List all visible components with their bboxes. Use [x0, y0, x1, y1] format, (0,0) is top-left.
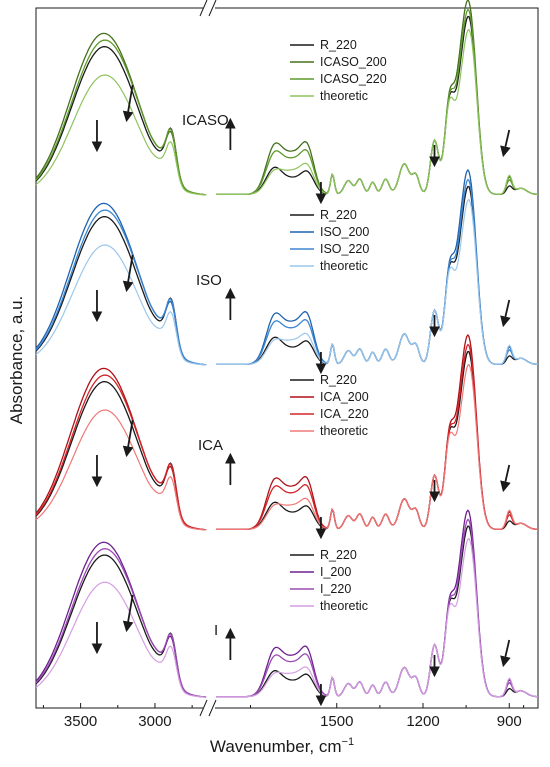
- series-line-ica-theoretic-oh-region: [35, 409, 207, 531]
- legend-label-i-theoretic: theoretic: [320, 599, 368, 613]
- x-tick-label-1200: 1200: [406, 713, 439, 730]
- panel-label-ica: ICA: [198, 437, 223, 454]
- axis-break-top: [199, 0, 217, 17]
- legend-label-icaso-icaso_220: ICASO_220: [320, 72, 387, 86]
- x-axis-title: Wavenumber, cm−1: [210, 736, 354, 756]
- annotation-arrow-ica-4: [500, 464, 511, 493]
- annotation-arrow-icaso-1: [122, 84, 134, 123]
- series-line-i-theoretic-oh-region: [35, 581, 207, 698]
- series-line-ica-ica_220-fingerprint: [216, 343, 538, 531]
- panel-label-i: I: [214, 622, 218, 639]
- annotation-arrow-ica-1: [122, 419, 134, 458]
- legend-label-ica-r_220: R_220: [320, 373, 357, 387]
- x-tick-label-3500: 3500: [64, 713, 97, 730]
- series-line-i-i_200-fingerprint: [216, 509, 538, 698]
- legend-label-i-i_200: I_200: [320, 565, 351, 579]
- annotation-arrow-i-4: [500, 639, 511, 668]
- annotation-arrows: [91, 84, 511, 707]
- series-line-iso-iso_220-oh-region: [35, 209, 207, 366]
- series-line-icaso-theoretic-oh-region: [35, 74, 207, 196]
- annotation-arrow-i-1: [122, 594, 134, 633]
- series-line-iso-r_220-oh-region: [35, 216, 207, 366]
- spectra-curves: [35, 0, 538, 698]
- x-tick-label-900: 900: [497, 713, 522, 730]
- series-line-ica-ica_220-oh-region: [35, 374, 207, 531]
- series-line-icaso-icaso_200-fingerprint: [216, 0, 538, 196]
- series-line-iso-theoretic-fingerprint: [216, 198, 538, 365]
- legend-label-ica-ica_200: ICA_200: [320, 390, 369, 404]
- legend-label-iso-r_220: R_220: [320, 208, 357, 222]
- annotation-arrow-iso-4: [500, 299, 511, 328]
- legend-label-ica-ica_220: ICA_220: [320, 407, 369, 421]
- plot-frame: [35, 7, 539, 709]
- series-line-ica-theoretic-fingerprint: [216, 363, 538, 530]
- legend-label-iso-theoretic: theoretic: [320, 259, 368, 273]
- legend-label-icaso-theoretic: theoretic: [320, 89, 368, 103]
- panel-label-iso: ISO: [196, 272, 222, 289]
- series-line-iso-r_220-fingerprint: [216, 185, 538, 366]
- series-line-icaso-icaso_220-oh-region: [35, 39, 207, 196]
- legend-label-icaso-icaso_200: ICASO_200: [320, 55, 387, 69]
- series-line-i-i_220-fingerprint: [216, 518, 538, 698]
- series-line-i-i_220-oh-region: [35, 548, 207, 698]
- series-line-icaso-r_220-oh-region: [35, 46, 207, 196]
- legend-label-icaso-r_220: R_220: [320, 38, 357, 52]
- legend-label-ica-theoretic: theoretic: [320, 424, 368, 438]
- x-tick-label-3000: 3000: [138, 713, 171, 730]
- series-line-iso-iso_220-fingerprint: [216, 178, 538, 366]
- series-line-ica-ica_200-fingerprint: [216, 333, 538, 531]
- series-line-ica-r_220-fingerprint: [216, 350, 538, 531]
- x-axis-ticks: 3500 3000 1500 1200 900: [42, 703, 525, 730]
- series-line-i-r_220-fingerprint: [216, 525, 538, 698]
- panel-label-icaso: ICASO: [182, 112, 229, 129]
- series-line-iso-theoretic-oh-region: [35, 244, 207, 366]
- legend-label-iso-iso_220: ISO_220: [320, 242, 369, 256]
- y-axis-title: Absorbance, a.u.: [7, 296, 26, 425]
- legend-label-i-r_220: R_220: [320, 548, 357, 562]
- series-line-i-theoretic-fingerprint: [216, 537, 538, 698]
- legends: R_220 ICASO_200 ICASO_220 theoretic R_220 ISO…: [290, 38, 387, 613]
- axis-break-bottom: [199, 699, 217, 717]
- series-line-i-r_220-oh-region: [35, 554, 207, 698]
- series-line-icaso-theoretic-fingerprint: [216, 28, 538, 195]
- x-tick-label-1500: 1500: [320, 713, 353, 730]
- annotation-arrow-iso-1: [122, 254, 134, 293]
- panel-labels: ICASO ISO ICA I: [182, 112, 229, 639]
- series-line-iso-iso_200-fingerprint: [216, 168, 538, 366]
- annotation-arrow-icaso-4: [500, 129, 511, 158]
- series-line-icaso-r_220-fingerprint: [216, 15, 538, 196]
- series-line-icaso-icaso_220-fingerprint: [216, 8, 538, 196]
- legend-label-iso-iso_200: ISO_200: [320, 225, 369, 239]
- series-line-ica-r_220-oh-region: [35, 381, 207, 531]
- legend-label-i-i_220: I_220: [320, 582, 351, 596]
